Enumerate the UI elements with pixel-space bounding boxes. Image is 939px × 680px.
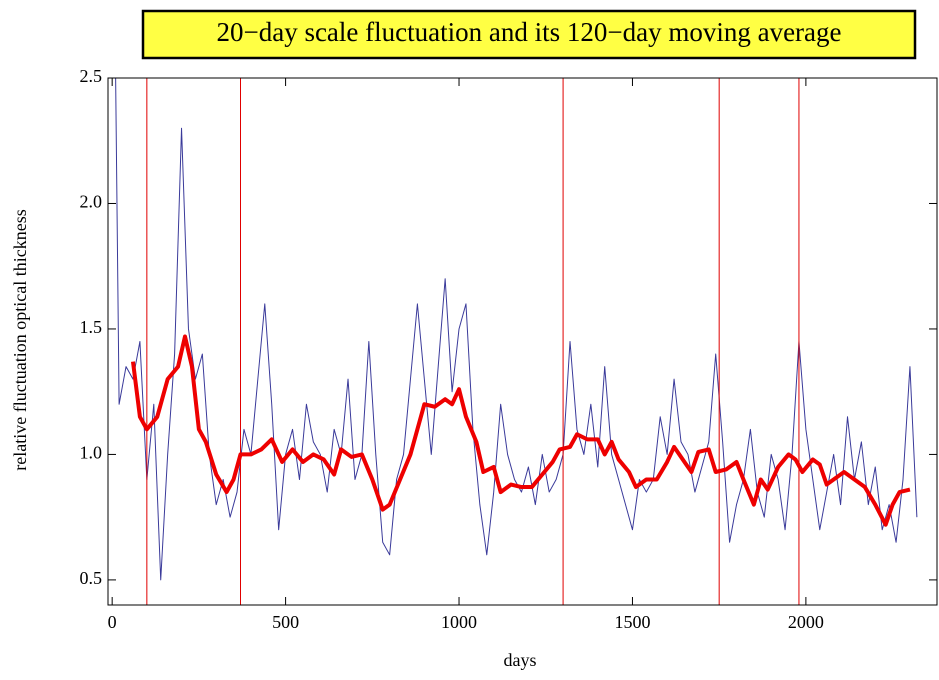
data-line [115,78,918,581]
y-tick-label: 0.5 [80,568,103,588]
plot-area [115,78,918,605]
y-tick-label: 2.5 [80,66,103,86]
x-tick-label: 1500 [614,612,650,632]
x-tick-label: 2000 [788,612,824,632]
data-line [130,334,911,527]
y-tick-label: 1.0 [80,443,103,463]
y-axis-label: relative fluctuation optical thickness [10,209,30,470]
y-tick-label: 1.5 [80,317,103,337]
x-tick-label: 0 [108,612,117,632]
x-tick-label: 500 [272,612,299,632]
x-tick-label: 1000 [441,612,477,632]
plot-frame [107,77,938,606]
y-tick-label: 2.0 [80,192,103,212]
x-axis-label: days [504,650,537,670]
title-box [141,9,917,60]
chart-title: 20−day scale fluctuation and its 120−day… [216,17,841,47]
